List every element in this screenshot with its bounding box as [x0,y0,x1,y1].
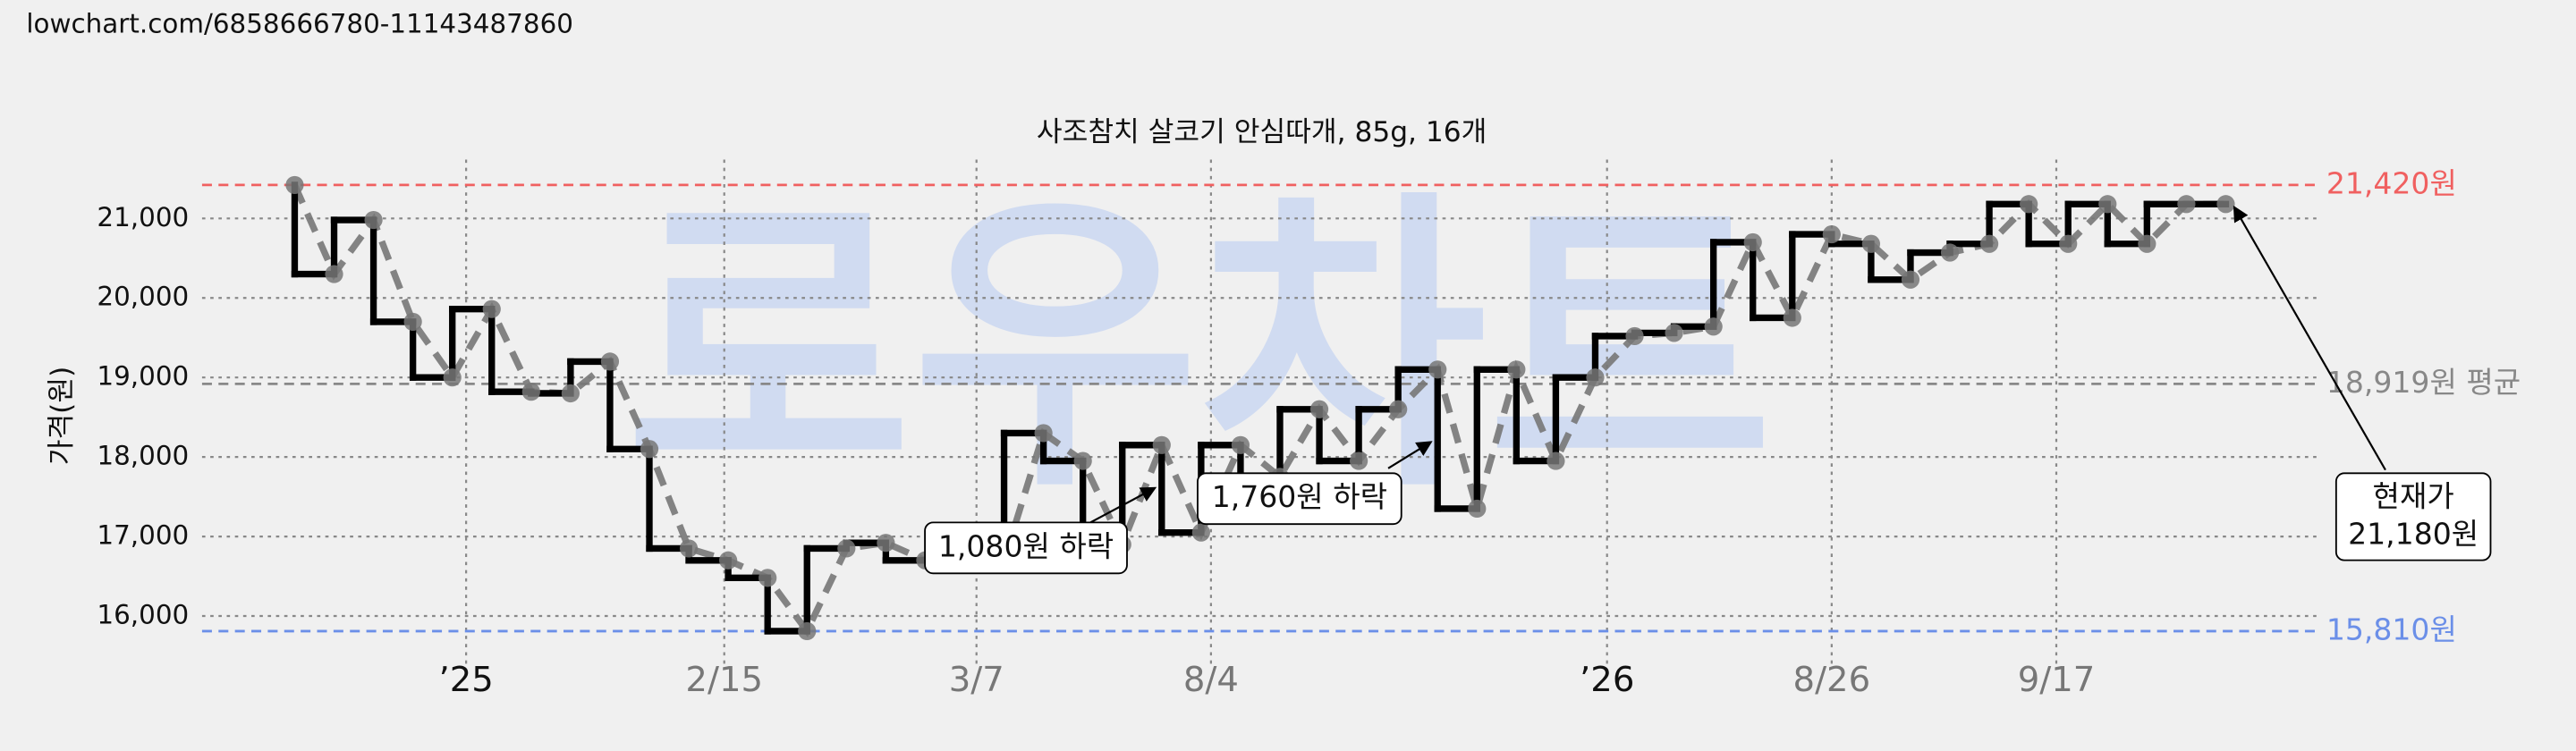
price-dot [719,551,738,570]
y-tick-label: 17,000 [97,520,189,551]
price-dot [1940,243,1960,262]
chart-title: 사조참치 살코기 안심따개, 85g, 16개 [1037,116,1487,148]
price-dot [1704,317,1723,336]
price-dot [877,534,895,553]
annotation-arrow [1387,441,1433,469]
price-dot [2138,234,2157,253]
reference-label: 18,919원 평균 [2326,365,2521,400]
price-dot [1350,451,1368,470]
price-dot [1586,368,1605,387]
price-dot [1389,400,1408,418]
x-tick-label: 8/26 [1793,660,1871,700]
price-dot [443,368,462,387]
x-tick-label: 8/4 [1183,660,1239,700]
price-dot [2177,195,2196,214]
price-dot [1822,224,1841,244]
price-dot [798,621,817,641]
annotation-text: 21,180원 [2348,517,2479,552]
annotation-text: 1,080원 하락 [938,528,1114,563]
y-tick-label: 19,000 [97,361,189,392]
price-dot [1979,234,1999,253]
site-url: lowchart.com/6858666780-11143487860 [26,8,573,38]
price-dot [1034,424,1053,443]
price-dot [1546,451,1565,470]
annotation-text: 1,760원 하락 [1212,479,1387,514]
y-tick-label: 21,000 [97,202,189,232]
x-tick-label: 3/7 [949,660,1004,700]
price-dot [640,440,659,459]
price-dot [1073,451,1092,470]
reference-label: 15,810원 [2326,612,2457,646]
annotation-text: 현재가 [2373,478,2454,513]
price-dot [1901,270,1920,289]
annotation-box [924,521,1128,575]
price-dot [561,384,580,403]
price-dot [758,569,777,587]
annotation-arrow [2233,205,2386,471]
price-dot [1665,324,1683,342]
price-dot [364,210,383,230]
price-dot [1468,499,1487,519]
price-dot [1428,360,1447,379]
price-dot [1743,232,1762,252]
reference-label: 21,420원 [2326,165,2457,200]
price-dot [2059,234,2078,253]
y-axis-label: 가격(원) [46,367,78,466]
price-dot [2020,195,2038,214]
price-dot [403,312,422,332]
price-dot [1309,400,1329,418]
annotation-box [1197,472,1402,526]
price-dot [325,265,343,283]
x-tick-label: 9/17 [2018,660,2096,700]
x-tick-label: ’25 [438,660,493,700]
annotation-arrow [1083,486,1157,527]
price-dot [2216,195,2235,214]
x-tick-label: ’26 [1580,660,1634,700]
price-dot [1152,435,1171,454]
y-tick-label: 16,000 [97,600,189,630]
price-dot [1231,435,1250,454]
price-dot [837,539,856,558]
price-dot [1861,234,1881,253]
price-dot [679,539,699,558]
price-dot [1507,360,1526,379]
price-dot [482,300,501,318]
price-dot [521,383,540,401]
y-tick-label: 20,000 [97,282,189,312]
x-tick-label: 2/15 [685,660,763,700]
y-tick-label: 18,000 [97,441,189,471]
price-dot [1783,308,1801,327]
price-dot [285,175,304,195]
annotation-box [2334,472,2492,561]
price-dot [600,352,620,371]
price-dot [2098,195,2117,214]
price-dot [1191,523,1210,542]
price-dot [1625,326,1644,346]
